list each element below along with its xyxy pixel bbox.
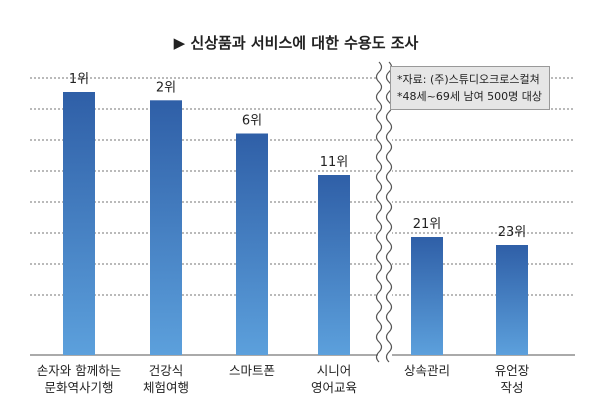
bar	[150, 100, 182, 355]
source-note: *자료: (주)스튜디오크로스컬쳐	[397, 73, 540, 86]
category-label: 작성	[500, 380, 523, 395]
category-label: 스마트폰	[229, 363, 275, 378]
rank-label: 2위	[156, 80, 176, 95]
rank-label: 6위	[242, 114, 262, 129]
category-label: 문화역사기행	[44, 380, 113, 395]
category-label: 유언장	[495, 363, 530, 378]
category-label: 시니어	[317, 363, 352, 378]
rank-labels: 1위 2위 6위 11위 21위 23위	[69, 72, 526, 240]
chart-title: ▶ 신상품과 서비스에 대한 수용도 조사	[174, 34, 419, 52]
bar	[318, 175, 350, 355]
rank-label: 1위	[69, 72, 89, 87]
axis-break-line	[385, 61, 393, 363]
source-note-box: *자료: (주)스튜디오크로스컬쳐 *48세~69세 남여 500명 대상	[390, 66, 550, 110]
category-label: 상속관리	[404, 363, 450, 378]
bars	[63, 92, 528, 355]
bar	[236, 133, 268, 355]
bar	[63, 92, 95, 355]
axis-break	[375, 60, 393, 365]
rank-label: 23위	[498, 225, 527, 240]
rank-label: 11위	[320, 155, 349, 170]
category-label: 건강식	[149, 363, 184, 378]
bar	[496, 245, 528, 355]
sample-note: *48세~69세 남여 500명 대상	[397, 90, 543, 103]
category-label: 손자와 함께하는	[37, 363, 121, 378]
rank-label: 21위	[413, 217, 442, 232]
category-label: 영어교육	[311, 380, 357, 395]
bar	[411, 237, 443, 355]
category-label: 체험여행	[143, 380, 189, 395]
gridlines	[30, 77, 575, 356]
axis-break-line	[375, 61, 383, 363]
